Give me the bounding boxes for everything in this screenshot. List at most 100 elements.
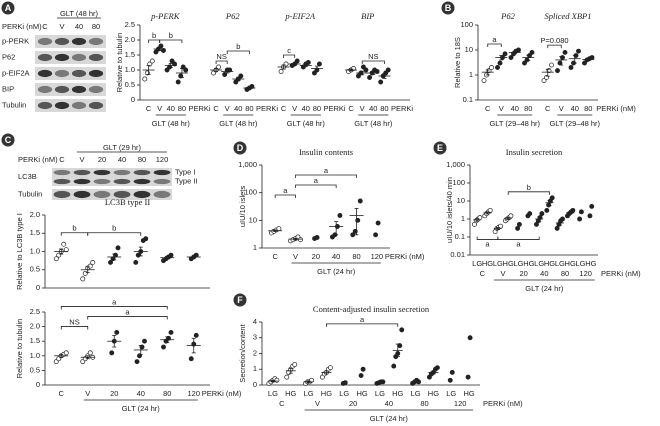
panel-badge — [1, 1, 15, 15]
y-tick-label: 100 — [244, 188, 257, 197]
x-note: PERKi — [391, 104, 413, 113]
significance-bracket — [60, 306, 168, 310]
y-tick-label: 1,000 — [238, 160, 257, 169]
dose-label: C — [279, 399, 285, 408]
data-point — [568, 65, 574, 70]
span-label: GLT (24 hr) — [122, 404, 161, 413]
significance-label: P=0.080 — [540, 36, 568, 45]
y-tick-label: 2.5 — [125, 20, 135, 29]
panel-badge — [233, 141, 247, 155]
data-point — [447, 377, 453, 383]
panel-letter: D — [237, 143, 244, 153]
x-tick-label: 80 — [313, 104, 321, 113]
x-tick-label: 80 — [245, 104, 253, 113]
y-tick-label: 2.5 — [30, 307, 40, 316]
x-tick-label: HG — [285, 389, 296, 398]
y-tick-label: 1 — [253, 243, 257, 252]
x-tick-label: 20 — [110, 389, 118, 398]
band-label: Type I — [175, 167, 195, 176]
data-point — [434, 365, 440, 371]
significance-label: a — [112, 297, 117, 306]
y-tick-label: 0.1 — [455, 232, 465, 241]
span-label: GLT (29–48 hr) — [489, 119, 540, 128]
lane-label: 20 — [98, 155, 106, 164]
x-tick-label: 40 — [571, 104, 579, 113]
x-tick-label: 80 — [584, 104, 592, 113]
data-point — [168, 329, 174, 335]
span-label: GLT (24 hr) — [525, 284, 564, 293]
lane-label: 120 — [156, 155, 169, 164]
data-point — [378, 79, 384, 85]
significance-label: b — [236, 42, 240, 51]
data-point — [172, 61, 178, 67]
y-tick-label: 1.0 — [30, 246, 40, 255]
y-tick-label: 100 — [460, 20, 473, 29]
blot-row-label: p-EIF2A — [2, 68, 30, 77]
x-note: PERKi (nM) — [483, 399, 523, 408]
x-tick-label: V — [360, 104, 365, 113]
data-point — [516, 47, 521, 53]
x-note: PERKi — [256, 104, 278, 113]
blot-row-label: Tubulin — [2, 100, 26, 109]
x-tick-label: HG — [356, 389, 367, 398]
blot-axis-label: PERKi (nM) — [2, 22, 42, 31]
data-point — [544, 207, 550, 213]
y-tick-label: 3 — [253, 333, 257, 342]
significance-label: a — [283, 186, 288, 195]
data-point — [149, 58, 155, 64]
data-point — [589, 55, 595, 60]
data-point — [465, 374, 471, 380]
y-tick-label: 0 — [36, 380, 40, 389]
data-point — [134, 359, 140, 365]
y-tick-label: 100 — [452, 178, 465, 187]
data-point — [549, 62, 554, 68]
x-tick-label: LG — [375, 389, 385, 398]
blot-band — [37, 69, 53, 78]
blot-band — [37, 85, 53, 94]
blot-row-label: LC3B — [18, 172, 37, 181]
data-point — [305, 60, 311, 65]
panel-badge — [233, 293, 247, 307]
data-point — [109, 350, 115, 356]
data-point — [546, 202, 552, 208]
y-tick-label: 2.0 — [30, 322, 40, 331]
blot-band — [54, 53, 70, 62]
span-label: GLT (48 hr) — [152, 119, 191, 128]
significance-bracket — [326, 323, 399, 327]
significance-bracket — [507, 191, 550, 195]
x-tick-label: HG — [392, 389, 403, 398]
significance-bracket — [283, 54, 296, 58]
blot-band — [133, 178, 151, 185]
data-point — [373, 232, 379, 238]
span-label: GLT (48 hr) — [219, 119, 258, 128]
blot-band — [93, 178, 111, 185]
dose-label: 20 — [349, 399, 357, 408]
x-tick-label: LG — [268, 389, 278, 398]
data-point — [576, 48, 581, 54]
blot-band — [54, 37, 70, 46]
x-tick-label: 80 — [163, 389, 171, 398]
data-point — [522, 60, 527, 66]
data-point — [114, 329, 120, 335]
x-tick-label: HG — [503, 259, 514, 268]
data-point — [137, 353, 142, 359]
y-tick-label: 4 — [253, 317, 257, 326]
blot-strip — [52, 168, 172, 186]
x-tick-label: 40 — [302, 104, 310, 113]
data-point — [527, 211, 533, 217]
data-point — [222, 72, 228, 77]
blot-band — [71, 69, 87, 78]
data-point — [53, 256, 59, 262]
significance-bracket — [295, 174, 357, 178]
y-tick-label: 1.0 — [30, 351, 40, 360]
data-point — [495, 65, 500, 70]
blot-band — [153, 178, 171, 185]
panel-badge — [433, 141, 447, 155]
data-point — [161, 344, 166, 350]
x-tick-label: 40 — [167, 104, 175, 113]
dose-label: 80 — [561, 269, 569, 278]
y-tick-label: 1 — [469, 70, 473, 79]
y-tick-label: 0 — [36, 283, 40, 292]
significance-bracket — [60, 326, 89, 330]
significance-bracket — [60, 232, 89, 236]
